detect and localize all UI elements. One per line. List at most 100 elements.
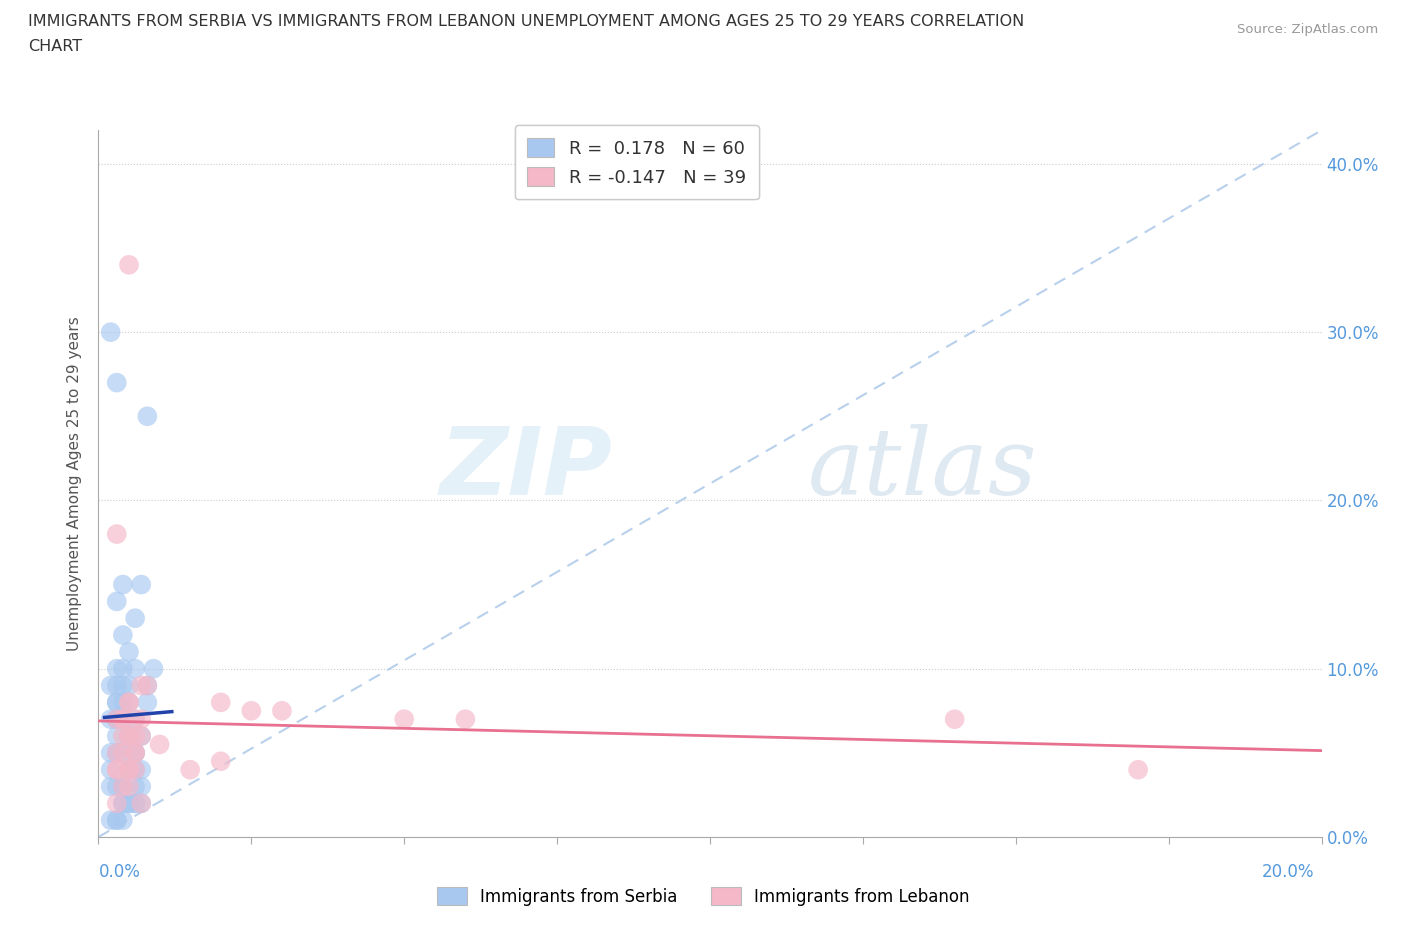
- Legend: R =  0.178   N = 60, R = -0.147   N = 39: R = 0.178 N = 60, R = -0.147 N = 39: [515, 126, 759, 199]
- Point: [105, 594, 128, 609]
- Point: [111, 746, 134, 761]
- Point: [124, 611, 146, 626]
- Point: [124, 746, 146, 761]
- Point: [124, 711, 146, 726]
- Y-axis label: Unemployment Among Ages 25 to 29 years: Unemployment Among Ages 25 to 29 years: [67, 316, 83, 651]
- Point: [105, 375, 128, 390]
- Point: [118, 695, 141, 710]
- Point: [129, 779, 152, 794]
- Point: [111, 779, 134, 794]
- Point: [111, 661, 134, 676]
- Point: [129, 763, 152, 777]
- Text: CHART: CHART: [28, 39, 82, 54]
- Point: [118, 763, 141, 777]
- Text: atlas: atlas: [808, 424, 1038, 514]
- Point: [129, 796, 152, 811]
- Point: [111, 578, 134, 592]
- Text: Source: ZipAtlas.com: Source: ZipAtlas.com: [1237, 23, 1378, 36]
- Point: [105, 711, 128, 726]
- Text: ZIP: ZIP: [439, 423, 612, 515]
- Point: [124, 763, 146, 777]
- Point: [100, 711, 122, 726]
- Point: [129, 578, 152, 592]
- Point: [118, 644, 141, 659]
- Point: [118, 763, 141, 777]
- Point: [105, 813, 128, 828]
- Point: [105, 526, 128, 541]
- Point: [111, 779, 134, 794]
- Point: [136, 409, 159, 424]
- Point: [118, 695, 141, 710]
- Point: [270, 703, 292, 718]
- Point: [111, 796, 134, 811]
- Point: [124, 796, 146, 811]
- Point: [118, 796, 141, 811]
- Point: [118, 728, 141, 743]
- Point: [111, 711, 134, 726]
- Point: [209, 695, 232, 710]
- Point: [124, 746, 146, 761]
- Point: [105, 763, 128, 777]
- Point: [105, 661, 128, 676]
- Point: [124, 746, 146, 761]
- Point: [105, 711, 128, 726]
- Point: [111, 779, 134, 794]
- Point: [124, 796, 146, 811]
- Point: [124, 763, 146, 777]
- Point: [105, 746, 128, 761]
- Point: [111, 628, 134, 643]
- Point: [111, 796, 134, 811]
- Point: [136, 678, 159, 693]
- Point: [100, 325, 122, 339]
- Point: [105, 763, 128, 777]
- Point: [142, 661, 165, 676]
- Point: [105, 695, 128, 710]
- Point: [129, 678, 152, 693]
- Point: [179, 763, 201, 777]
- Point: [118, 678, 141, 693]
- Point: [1128, 763, 1150, 777]
- Point: [105, 728, 128, 743]
- Point: [454, 711, 477, 726]
- Point: [100, 779, 122, 794]
- Point: [118, 763, 141, 777]
- Text: IMMIGRANTS FROM SERBIA VS IMMIGRANTS FROM LEBANON UNEMPLOYMENT AMONG AGES 25 TO : IMMIGRANTS FROM SERBIA VS IMMIGRANTS FRO…: [28, 14, 1025, 29]
- Legend: Immigrants from Serbia, Immigrants from Lebanon: Immigrants from Serbia, Immigrants from …: [430, 881, 976, 912]
- Point: [100, 746, 122, 761]
- Point: [129, 711, 152, 726]
- Point: [129, 796, 152, 811]
- Point: [124, 746, 146, 761]
- Point: [124, 711, 146, 726]
- Point: [129, 728, 152, 743]
- Point: [124, 779, 146, 794]
- Text: 0.0%: 0.0%: [98, 863, 141, 881]
- Point: [105, 796, 128, 811]
- Point: [111, 728, 134, 743]
- Point: [943, 711, 966, 726]
- Point: [100, 813, 122, 828]
- Point: [118, 728, 141, 743]
- Point: [105, 813, 128, 828]
- Point: [105, 695, 128, 710]
- Point: [118, 779, 141, 794]
- Point: [105, 746, 128, 761]
- Point: [100, 678, 122, 693]
- Point: [111, 746, 134, 761]
- Point: [111, 711, 134, 726]
- Point: [136, 678, 159, 693]
- Point: [118, 796, 141, 811]
- Point: [111, 711, 134, 726]
- Point: [118, 728, 141, 743]
- Point: [118, 728, 141, 743]
- Point: [111, 695, 134, 710]
- Text: 20.0%: 20.0%: [1263, 863, 1315, 881]
- Point: [129, 728, 152, 743]
- Point: [111, 678, 134, 693]
- Point: [118, 695, 141, 710]
- Point: [118, 763, 141, 777]
- Point: [100, 763, 122, 777]
- Point: [105, 711, 128, 726]
- Point: [118, 728, 141, 743]
- Point: [124, 661, 146, 676]
- Point: [136, 695, 159, 710]
